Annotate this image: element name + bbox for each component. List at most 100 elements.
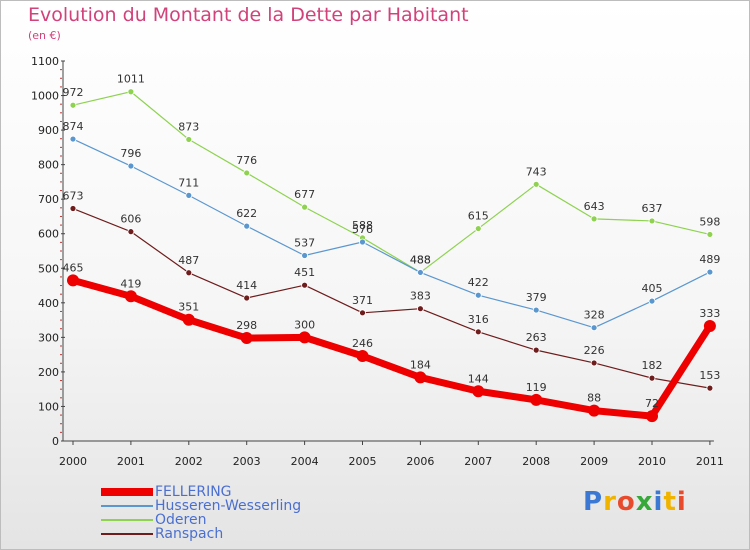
data-point-husseren-wesserling [359,238,366,246]
logo-letter: P [583,487,604,517]
x-tick-label: 2001 [117,455,145,468]
legend-label-fellering: FELLERING [155,484,232,500]
data-label-oderen: 615 [468,210,489,223]
data-label-husseren-wesserling: 489 [699,253,720,266]
data-label-ranspach: 451 [294,266,315,279]
chart-subtitle: (en €) [28,29,61,42]
y-tick-label: 600 [38,228,59,241]
data-point-fellering [703,319,716,332]
y-tick-label: 100 [38,400,59,413]
data-label-ranspach: 263 [526,331,547,344]
legend-swatch-husseren-wesserling [101,505,153,507]
data-label-husseren-wesserling: 488 [410,253,431,266]
y-tick-label: 700 [38,193,59,206]
data-label-husseren-wesserling: 576 [352,223,373,236]
data-label-ranspach: 226 [584,344,605,357]
legend-swatch-ranspach [101,533,153,535]
data-point-ranspach [301,281,309,289]
data-label-husseren-wesserling: 422 [468,276,489,289]
legend-label-oderen: Oderen [155,512,207,528]
data-point-oderen [127,88,135,96]
data-label-fellering: 72 [645,397,659,410]
data-label-ranspach: 606 [120,213,141,226]
x-tick-label: 2002 [175,455,203,468]
data-point-ranspach [359,309,366,317]
data-label-fellering: 300 [294,318,315,331]
data-label-fellering: 351 [178,301,199,314]
data-point-ranspach [243,294,251,302]
data-point-ranspach [590,359,598,367]
logo-letter: t [663,487,677,517]
data-label-fellering: 246 [352,337,373,350]
data-label-oderen: 1011 [117,73,145,86]
series-line-ranspach [72,207,711,389]
chart-axes: 0 100 200 300 400 500 600 700 800 900 1000 1100 2000… [31,55,724,468]
data-label-oderen: 643 [584,200,605,213]
data-point-husseren-wesserling [706,268,714,276]
data-point-ranspach [185,269,193,277]
logo-letter: i [653,487,664,517]
data-point-husseren-wesserling [416,269,424,276]
chart-series-lines [67,88,716,423]
x-tick-label: 2003 [233,455,261,468]
data-label-oderen: 972 [63,86,84,99]
data-point-husseren-wesserling [127,162,135,170]
x-tick-label: 2011 [696,455,724,468]
data-point-oderen [648,217,656,225]
data-point-husseren-wesserling [474,291,482,299]
x-tick-label: 2005 [349,455,377,468]
data-label-fellering: 88 [587,392,601,405]
data-label-husseren-wesserling: 328 [584,309,605,322]
logo-letter: o [616,487,636,517]
y-tick-label: 1000 [31,90,59,103]
series-line-fellering [69,276,714,420]
data-point-oderen [243,169,251,177]
data-point-oderen [706,231,714,238]
data-label-fellering: 119 [526,381,547,394]
data-point-oderen [474,225,482,232]
chart-title: Evolution du Montant de la Dette par Hab… [28,4,469,26]
data-point-ranspach [69,205,77,212]
data-label-ranspach: 383 [410,290,431,303]
data-label-oderen: 677 [294,188,315,201]
series-line-husseren-wesserling [72,138,711,329]
data-label-ranspach: 371 [352,294,373,307]
data-label-ranspach: 153 [699,369,720,382]
data-point-oderen [185,136,193,143]
y-tick-label: 900 [38,124,59,137]
data-point-fellering [356,350,369,363]
data-label-fellering: 184 [410,358,431,371]
x-tick-label: 2009 [580,455,608,468]
data-label-oderen: 588 [352,219,373,232]
data-label-ranspach: 673 [63,190,84,203]
data-point-husseren-wesserling [243,222,251,230]
data-point-ranspach [706,384,714,392]
proxiti-logo: Proxiti [583,487,687,517]
legend-label-ranspach: Ranspach [155,526,224,542]
data-point-ranspach [648,374,656,382]
data-label-husseren-wesserling: 537 [294,236,315,249]
chart-data-labels: 465 419 351 298 300 246 184 144 119 88 72 333 874 796… [63,73,721,410]
series-line-oderen [72,91,711,274]
legend-swatch-oderen [101,519,153,521]
data-label-oderen: 776 [236,154,257,167]
data-label-oderen: 598 [699,215,720,228]
data-point-fellering [472,385,485,398]
y-tick-label: 500 [38,262,59,275]
data-point-husseren-wesserling [532,306,540,314]
x-tick-label: 2000 [59,455,87,468]
data-point-husseren-wesserling [590,324,598,332]
legend-label-husseren-wesserling: Husseren-Wesserling [155,498,302,514]
data-point-fellering [67,274,79,287]
data-label-fellering: 333 [699,307,720,320]
data-label-fellering: 144 [468,372,489,385]
data-point-fellering [240,332,253,345]
logo-letter: x [635,487,654,517]
data-label-ranspach: 316 [468,313,489,326]
y-tick-label: 300 [38,331,59,344]
y-tick-label: 400 [38,297,59,310]
data-label-oderen: 873 [178,120,199,133]
data-point-oderen [69,101,77,109]
data-point-oderen [532,180,540,188]
